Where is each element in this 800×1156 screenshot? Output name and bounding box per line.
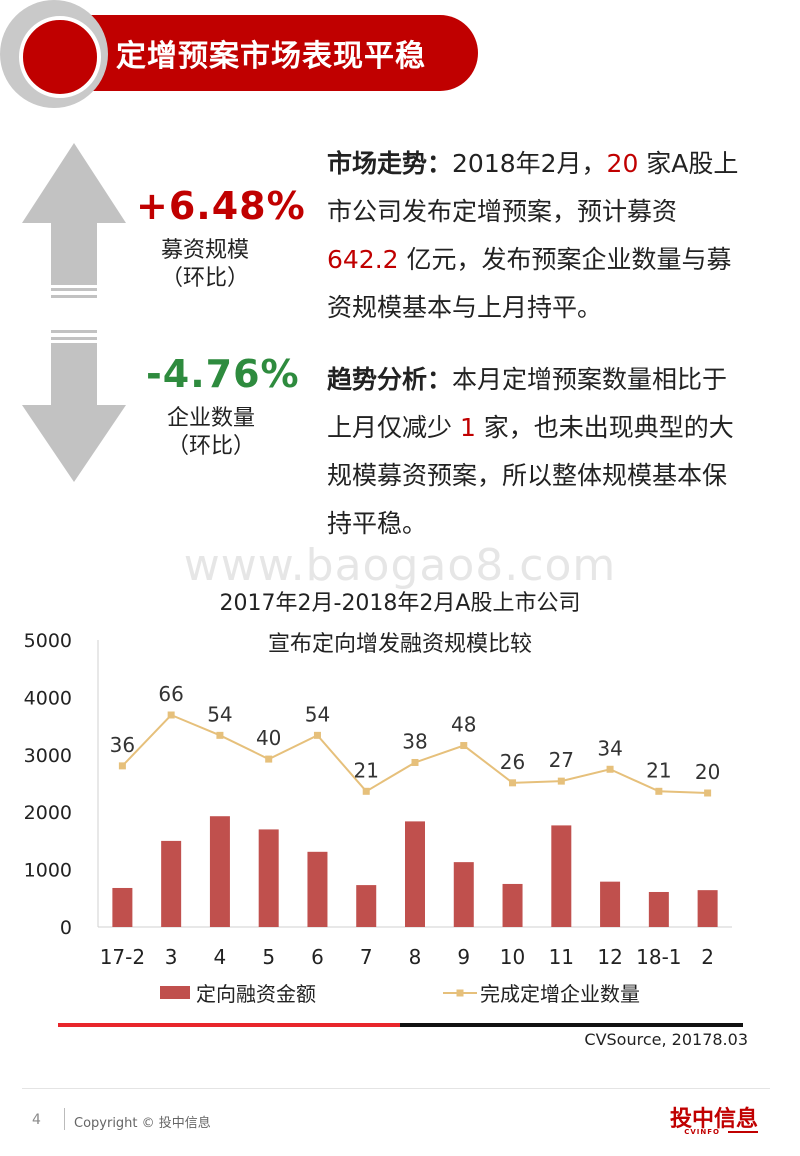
copyright: Copyright © 投中信息 — [74, 1116, 211, 1131]
bar — [648, 891, 669, 927]
x-tick-label: 6 — [311, 945, 324, 969]
bar — [502, 883, 523, 927]
bar — [209, 816, 230, 927]
x-tick-label: 4 — [214, 945, 227, 969]
bar — [453, 862, 474, 927]
data-label: 54 — [207, 702, 232, 726]
bar — [405, 821, 425, 927]
data-label: 26 — [500, 750, 525, 774]
up-arrow-icon — [22, 143, 126, 298]
bar — [356, 885, 377, 927]
y-tick-label: 1000 — [24, 860, 72, 882]
line-point — [557, 777, 565, 785]
legend-line-marker — [456, 989, 464, 997]
line-point — [216, 731, 224, 739]
line-point — [313, 731, 321, 739]
x-tick-label: 5 — [262, 945, 275, 969]
data-label: 21 — [354, 758, 379, 782]
market-text-2: 家A股上市公司发布定增预案，预计募资 — [327, 149, 739, 226]
bar — [600, 881, 621, 927]
x-tick-label: 12 — [597, 945, 622, 969]
line-point — [655, 787, 663, 795]
data-label: 21 — [646, 758, 671, 782]
header-circle-inner — [19, 16, 101, 98]
market-trend-paragraph: 市场走势：2018年2月，20 家A股上市公司发布定增预案，预计募资642.2 … — [327, 140, 747, 332]
bar — [161, 840, 182, 927]
metric-company-sub: （环比） — [166, 434, 255, 459]
line-point — [460, 742, 468, 750]
legend-bar-label: 定向融资金额 — [196, 982, 316, 1006]
analysis-text-1: 本月定增预案数量相比于上月仅减少 — [327, 365, 728, 442]
x-tick-label: 7 — [360, 945, 373, 969]
bar — [307, 851, 328, 927]
data-label: 36 — [110, 733, 135, 757]
legend-line-label: 完成定增企业数量 — [480, 982, 640, 1006]
data-label: 54 — [305, 702, 330, 726]
metric-fundraise-value: +6.48% — [136, 184, 306, 228]
brand-logo-line — [728, 1131, 758, 1133]
divider-bar — [58, 1023, 743, 1027]
x-tick-label: 18-1 — [636, 945, 681, 969]
page-number: 4 — [32, 1112, 41, 1128]
market-number-1: 20 — [606, 149, 639, 178]
metric-fundraise-label: 募资规模 — [160, 238, 249, 263]
bar — [551, 825, 572, 927]
market-number-2: 642.2 — [327, 245, 399, 274]
data-label: 38 — [402, 729, 427, 753]
market-heading: 市场走势： — [327, 149, 453, 178]
analysis-number-1: 1 — [459, 413, 476, 442]
line-point — [704, 789, 712, 797]
bar — [258, 829, 279, 927]
line-point — [509, 779, 517, 787]
bar — [112, 887, 133, 927]
x-tick-label: 2 — [701, 945, 714, 969]
source-note: CVSource, 20178.03 — [584, 1030, 748, 1049]
line-point — [265, 755, 273, 763]
y-tick-label: 0 — [60, 917, 72, 939]
x-tick-label: 17-2 — [100, 945, 145, 969]
x-tick-label: 11 — [549, 945, 574, 969]
chart-title: 2017年2月-2018年2月A股上市公司 — [219, 591, 581, 616]
metric-fundraise-sub: （环比） — [160, 266, 249, 291]
x-tick-label: 3 — [165, 945, 178, 969]
metric-company-value: -4.76% — [146, 352, 300, 396]
x-tick-label: 8 — [409, 945, 422, 969]
header-bar — [60, 15, 478, 91]
data-label: 27 — [549, 748, 574, 772]
trend-analysis-paragraph: 趋势分析：本月定增预案数量相比于上月仅减少 1 家，也未出现典型的大规模募资预案… — [327, 356, 747, 548]
market-text-3: 亿元，发布预案企业数量与募资规模基本与上月持平。 — [327, 245, 732, 322]
bar — [697, 890, 718, 927]
line-point — [411, 758, 419, 766]
y-tick-label: 3000 — [24, 745, 72, 767]
market-text-1: 2018年2月， — [452, 149, 607, 178]
brand-logo: 投中信息 — [669, 1107, 758, 1132]
y-tick-label: 5000 — [24, 630, 72, 652]
line-point — [167, 711, 175, 719]
down-arrow-icon — [22, 330, 126, 482]
chart-subtitle: 宣布定向增发融资规模比较 — [267, 632, 532, 657]
data-label: 34 — [597, 736, 622, 760]
line-point — [606, 765, 614, 773]
metric-company-label: 企业数量 — [166, 406, 255, 431]
line-point — [362, 787, 370, 795]
data-label: 40 — [256, 726, 281, 750]
x-tick-label: 10 — [500, 945, 525, 969]
watermark: www.baogao8.com — [183, 540, 617, 591]
analysis-text-2: 家，也未出现典型的大规模募资预案，所以整体规模基本保持平稳。 — [327, 413, 734, 538]
legend-bar-swatch — [160, 986, 190, 999]
data-label: 66 — [158, 682, 183, 706]
analysis-heading: 趋势分析： — [327, 365, 453, 394]
line-point — [118, 762, 126, 770]
page-title: 定增预案市场表现平稳 — [116, 39, 426, 74]
footer-separator — [64, 1108, 65, 1130]
y-tick-label: 2000 — [24, 802, 72, 824]
x-tick-label: 9 — [457, 945, 470, 969]
data-label: 48 — [451, 713, 476, 737]
brand-logo-sub: CVINFO — [684, 1128, 720, 1136]
y-tick-label: 4000 — [24, 687, 72, 709]
footer-divider — [22, 1088, 770, 1089]
data-label: 20 — [695, 760, 720, 784]
